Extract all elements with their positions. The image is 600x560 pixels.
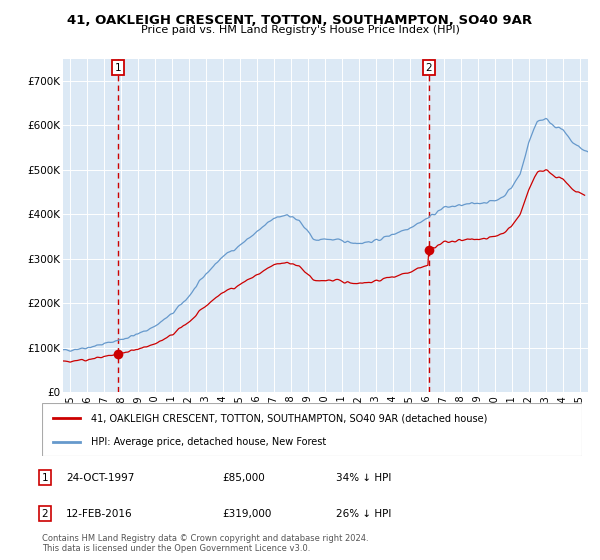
Text: 41, OAKLEIGH CRESCENT, TOTTON, SOUTHAMPTON, SO40 9AR: 41, OAKLEIGH CRESCENT, TOTTON, SOUTHAMPT… [67,14,533,27]
Text: Contains HM Land Registry data © Crown copyright and database right 2024.
This d: Contains HM Land Registry data © Crown c… [42,534,368,553]
Text: £319,000: £319,000 [222,508,271,519]
Text: 2: 2 [425,63,432,73]
Text: £85,000: £85,000 [222,473,265,483]
Text: 34% ↓ HPI: 34% ↓ HPI [336,473,391,483]
Text: 41, OAKLEIGH CRESCENT, TOTTON, SOUTHAMPTON, SO40 9AR (detached house): 41, OAKLEIGH CRESCENT, TOTTON, SOUTHAMPT… [91,413,487,423]
Text: 1: 1 [41,473,49,483]
Text: HPI: Average price, detached house, New Forest: HPI: Average price, detached house, New … [91,436,326,446]
Text: 2: 2 [41,508,49,519]
Text: 1: 1 [115,63,121,73]
Text: 26% ↓ HPI: 26% ↓ HPI [336,508,391,519]
Text: 12-FEB-2016: 12-FEB-2016 [66,508,133,519]
Text: Price paid vs. HM Land Registry's House Price Index (HPI): Price paid vs. HM Land Registry's House … [140,25,460,35]
Text: 24-OCT-1997: 24-OCT-1997 [66,473,134,483]
